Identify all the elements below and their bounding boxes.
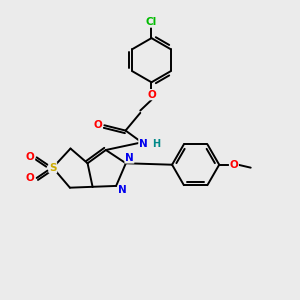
Text: S: S	[49, 163, 57, 173]
Text: O: O	[230, 160, 238, 170]
Text: O: O	[147, 90, 156, 100]
Text: N: N	[139, 139, 148, 149]
Text: O: O	[26, 173, 34, 183]
Text: O: O	[94, 120, 102, 130]
Text: H: H	[152, 139, 160, 149]
Text: N: N	[125, 153, 134, 163]
Text: N: N	[118, 185, 127, 195]
Text: Cl: Cl	[146, 17, 157, 27]
Text: O: O	[26, 152, 34, 162]
